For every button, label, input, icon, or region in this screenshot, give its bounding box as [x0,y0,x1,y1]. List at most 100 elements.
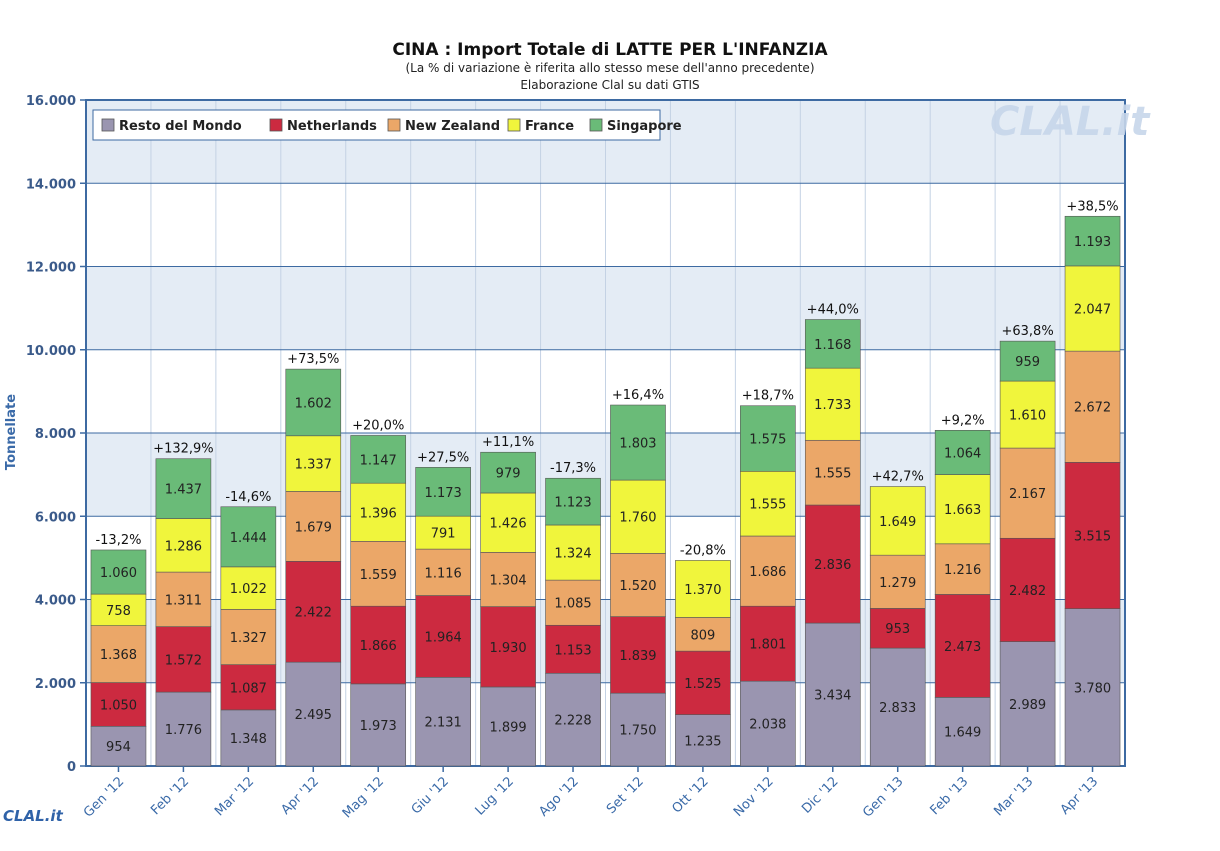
data-label: 2.672 [1074,401,1111,416]
legend-label: Singapore [607,119,682,134]
x-tick-label: Ago '12 [536,774,582,820]
bar-segment [350,605,407,685]
x-tick-label: Dic '12 [799,774,841,816]
legend-swatch [589,118,603,132]
bar-segment [999,340,1056,382]
bar-segment [610,553,666,617]
data-label: 1.803 [619,437,656,452]
bar-segment [999,447,1056,539]
chart-source: Elaborazione Clal su dati GTIS [520,78,699,92]
data-label: 1.686 [749,565,786,580]
bar-segment [869,608,926,649]
watermark-logo: CLAL.it [990,99,1151,145]
data-label: 1.304 [489,573,526,588]
data-label: 1.663 [944,503,981,518]
data-label: 3.780 [1074,681,1111,696]
data-label: 2.495 [295,708,332,723]
bar-segment [545,672,601,767]
change-label: +73,5% [287,352,339,367]
change-label: -14,6% [225,490,271,505]
bar-segment [934,474,991,545]
data-label: 1.444 [230,531,267,546]
bar-segment [869,554,926,609]
bar-segment [90,593,147,626]
bar-segment [804,504,861,624]
bar-segment [415,548,471,596]
legend-box [92,109,661,141]
bar-segment [869,647,926,767]
bar-segment [740,680,796,767]
change-label: -13,2% [95,533,141,548]
data-label: 1.064 [944,446,981,461]
data-label: 1.116 [425,566,462,581]
y-tick-label: 12.000 [26,261,76,276]
data-label: 1.085 [554,597,591,612]
data-label: 1.123 [554,496,591,511]
bar-segment [934,594,991,698]
change-label: -20,8% [680,543,726,558]
data-label: 1.022 [230,582,267,597]
data-label: 1.173 [425,486,462,501]
data-label: 1.679 [295,520,332,535]
data-label: 1.930 [489,641,526,656]
y-tick-label: 4.000 [35,594,76,609]
data-label: 809 [690,628,715,643]
data-label: 1.973 [360,719,397,734]
data-label: 1.760 [619,511,656,526]
data-label: 1.396 [360,506,397,521]
bar-segment [545,579,601,626]
legend-label: Resto del Mondo [119,119,242,134]
data-label: 1.899 [489,720,526,735]
data-label: 1.437 [165,483,202,498]
data-label: 2.989 [1009,698,1046,713]
data-label: 1.733 [814,398,851,413]
change-label: -17,3% [550,461,596,476]
bar-segment [350,482,407,542]
bar-segment [415,595,471,678]
bar-segment [220,506,277,568]
bar-segment [220,664,277,711]
bar-segment [869,486,926,556]
bar-segment [545,524,601,581]
data-label: 1.750 [619,724,656,739]
data-label: 1.286 [165,539,202,554]
bar-segment [740,535,796,607]
x-tick-label: Set '12 [604,774,647,817]
data-label: 2.482 [1009,584,1046,599]
data-label: 1.555 [749,498,786,513]
change-label: +63,8% [1001,324,1053,339]
data-label: 1.087 [230,681,267,696]
y-tick-label: 0 [67,760,76,775]
data-label: 1.839 [619,649,656,664]
bar-segment [480,552,536,607]
data-label: 791 [431,527,456,542]
data-label: 1.602 [295,396,332,411]
bar-segment [740,405,796,472]
x-tick-label: Gen '12 [81,774,127,820]
data-label: 2.422 [295,606,332,621]
data-label: 1.649 [879,515,916,530]
data-label: 758 [106,604,131,619]
bar-segment [804,319,861,369]
change-label: +20,0% [352,418,404,433]
x-tick-label: Feb '13 [927,774,971,818]
x-tick-label: Mar '13 [991,774,1036,819]
plot-area: 0 2.000 4.000 6.000 8.000 10.000 12.000 14.000 1… [26,94,1126,821]
change-label: +9,2% [941,413,985,428]
data-label: 3.515 [1074,530,1111,545]
bar-segment [740,605,796,682]
bar-segment [999,537,1056,642]
x-tick-label: Apr '12 [278,774,322,818]
bar-segment [1064,265,1121,352]
change-label: +11,1% [482,435,534,450]
data-label: 1.555 [814,467,851,482]
y-tick-label: 2.000 [35,677,76,692]
change-label: +18,7% [742,389,794,404]
bar-segment [415,467,471,517]
watermark-text: CLAL.it [990,99,1151,145]
change-label: +132,9% [153,442,213,457]
data-label: 953 [885,622,910,637]
data-label: 1.348 [230,732,267,747]
data-label: 1.168 [814,338,851,353]
footer-logo-text: CLAL.it [3,807,64,825]
